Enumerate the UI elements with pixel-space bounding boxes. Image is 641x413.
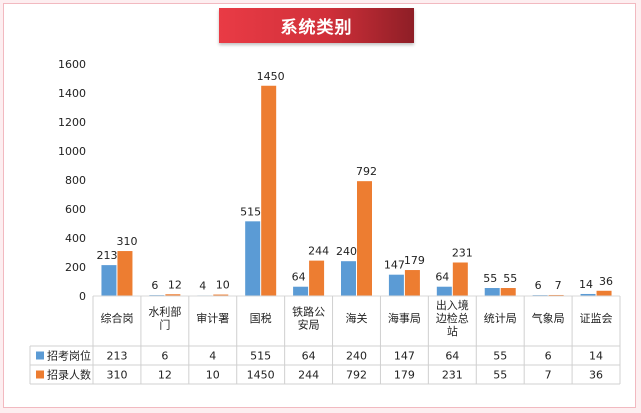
bar-positions — [436, 286, 452, 296]
table-value: 213 — [106, 350, 127, 363]
category-label: 国税 — [250, 311, 272, 325]
category-label: 审计署 — [196, 311, 229, 325]
data-label: 4 — [199, 279, 206, 292]
bar-positions — [388, 274, 404, 296]
data-label: 6 — [151, 279, 158, 292]
category-label: 站 — [447, 324, 458, 338]
table-value: 240 — [346, 350, 367, 363]
data-label: 64 — [292, 271, 306, 284]
y-tick-label: 1400 — [58, 87, 86, 100]
bar-positions — [293, 286, 309, 296]
y-tick-label: 1600 — [58, 58, 86, 71]
bar-hires — [596, 290, 612, 296]
table-value: 6 — [545, 350, 552, 363]
data-label: 515 — [240, 205, 261, 218]
y-tick-label: 200 — [65, 261, 86, 274]
chart-title-banner: 系统类别 — [219, 8, 414, 43]
bar-hires — [452, 262, 468, 296]
data-label: 6 — [535, 279, 542, 292]
bar-hires — [404, 270, 420, 296]
legend-swatch — [36, 370, 44, 379]
bar-hires — [261, 85, 277, 296]
data-label: 310 — [116, 235, 137, 248]
bar-hires — [165, 294, 181, 296]
bar-positions — [245, 221, 261, 296]
table-value: 10 — [206, 369, 220, 382]
table-value: 244 — [298, 369, 319, 382]
data-label: 14 — [579, 278, 593, 291]
legend-label: 招考岗位 — [47, 349, 91, 363]
table-value: 147 — [394, 350, 415, 363]
bar-hires — [500, 288, 516, 296]
data-label: 1450 — [257, 70, 285, 83]
table-value: 64 — [445, 350, 459, 363]
bar-hires — [213, 294, 229, 296]
bar-positions — [484, 288, 500, 296]
data-label: 231 — [452, 247, 473, 260]
table-value: 179 — [394, 369, 415, 382]
category-label: 出入境 — [436, 298, 469, 312]
bar-positions — [101, 265, 117, 296]
table-value: 6 — [161, 350, 168, 363]
table-value: 1450 — [247, 369, 275, 382]
category-label: 气象局 — [532, 311, 565, 325]
legend-label: 招录人数 — [47, 368, 91, 382]
category-label: 安局 — [298, 318, 320, 332]
chart-title: 系统类别 — [280, 18, 353, 38]
y-tick-label: 1000 — [58, 145, 86, 158]
category-label: 铁路公 — [292, 306, 325, 319]
bar-hires — [117, 251, 133, 296]
category-label: 综合岗 — [100, 311, 133, 325]
table-value: 64 — [302, 350, 316, 363]
category-label: 海事局 — [388, 311, 421, 325]
table-value: 55 — [493, 350, 507, 363]
data-label: 213 — [96, 249, 117, 262]
table-value: 12 — [158, 369, 172, 382]
category-label: 证监会 — [580, 312, 613, 325]
category-label: 边检总 — [436, 311, 469, 325]
data-label: 55 — [503, 272, 517, 285]
table-value: 231 — [442, 369, 463, 382]
legend-swatch — [36, 351, 44, 360]
category-label: 门 — [159, 318, 170, 332]
table-value: 7 — [545, 369, 552, 382]
data-label: 64 — [435, 271, 449, 284]
data-label: 12 — [168, 278, 182, 291]
data-label: 179 — [404, 254, 425, 267]
data-label: 792 — [356, 165, 377, 178]
table-value: 515 — [250, 350, 271, 363]
y-tick-label: 400 — [65, 232, 86, 245]
y-tick-label: 600 — [65, 203, 86, 216]
data-label: 10 — [216, 279, 230, 292]
table-value: 310 — [106, 369, 127, 382]
y-tick-label: 1200 — [58, 116, 86, 129]
category-label: 水利部 — [148, 305, 181, 319]
table-value: 792 — [346, 369, 367, 382]
y-tick-label: 0 — [79, 290, 86, 303]
bar-hires — [357, 181, 372, 296]
data-label: 147 — [384, 259, 405, 272]
data-label: 36 — [599, 275, 613, 288]
data-label: 55 — [483, 272, 497, 285]
bar-positions — [580, 293, 596, 296]
table-value: 14 — [589, 350, 603, 363]
table-value: 36 — [589, 369, 603, 382]
bar-positions — [341, 261, 356, 296]
y-tick-label: 800 — [65, 174, 86, 187]
data-label: 244 — [308, 245, 329, 258]
bar-hires — [548, 294, 564, 296]
table-value: 4 — [209, 350, 216, 363]
category-label: 海关 — [346, 311, 368, 325]
data-label: 7 — [555, 279, 562, 292]
table-value: 55 — [493, 369, 507, 382]
data-label: 240 — [336, 245, 357, 258]
chart-card — [3, 3, 636, 408]
category-label: 统计局 — [484, 312, 517, 325]
bar-hires — [309, 260, 325, 296]
